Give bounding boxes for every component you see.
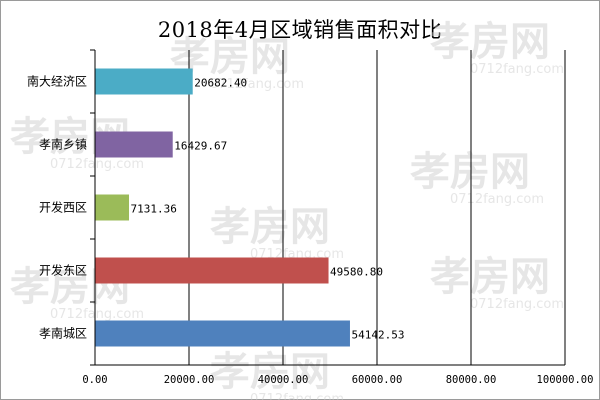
x-tick-label: 20000.00 <box>164 374 215 386</box>
data-label: 54142.53 <box>351 329 404 342</box>
x-tick-label: 40000.00 <box>258 374 309 386</box>
x-tick-label: 60000.00 <box>352 374 403 386</box>
watermark-domain: 0712fang.com <box>50 157 144 172</box>
data-label: 20682.40 <box>194 77 247 90</box>
data-label: 7131.36 <box>131 203 177 216</box>
watermark-brand: 孝房网 <box>430 19 550 65</box>
bar <box>95 257 329 284</box>
watermark-brand: 孝房网 <box>210 349 330 395</box>
category-label: 开发东区 <box>39 263 87 278</box>
chart-title: 2018年4月区域销售面积对比 <box>157 18 443 42</box>
data-label: 16429.67 <box>174 140 227 153</box>
category-label: 开发西区 <box>39 200 87 215</box>
x-tick-label: 80000.00 <box>446 374 497 386</box>
watermark-domain: 0712fang.com <box>50 307 144 322</box>
watermark-brand: 孝房网 <box>430 254 550 300</box>
bar <box>95 194 130 221</box>
watermark-domain: 0712fang.com <box>470 297 564 312</box>
watermark-brand: 孝房网 <box>210 204 330 250</box>
bar <box>95 131 173 158</box>
watermark-domain: 0712fang.com <box>450 192 544 207</box>
bar <box>95 68 193 95</box>
x-tick-label: 0.00 <box>82 374 107 386</box>
category-label: 孝南乡镇 <box>39 137 87 152</box>
watermark-brand: 孝房网 <box>410 149 530 195</box>
watermark-domain: 0712fang.com <box>470 62 564 77</box>
watermark-domain: 0712fang.com <box>210 77 304 92</box>
watermark-domain: 0712fang.com <box>250 392 344 400</box>
category-label: 孝南城区 <box>39 326 87 341</box>
data-label: 49580.80 <box>330 266 383 279</box>
category-label: 南大经济区 <box>27 74 87 89</box>
bar <box>95 320 350 347</box>
x-tick-label: 100000.00 <box>537 374 594 386</box>
